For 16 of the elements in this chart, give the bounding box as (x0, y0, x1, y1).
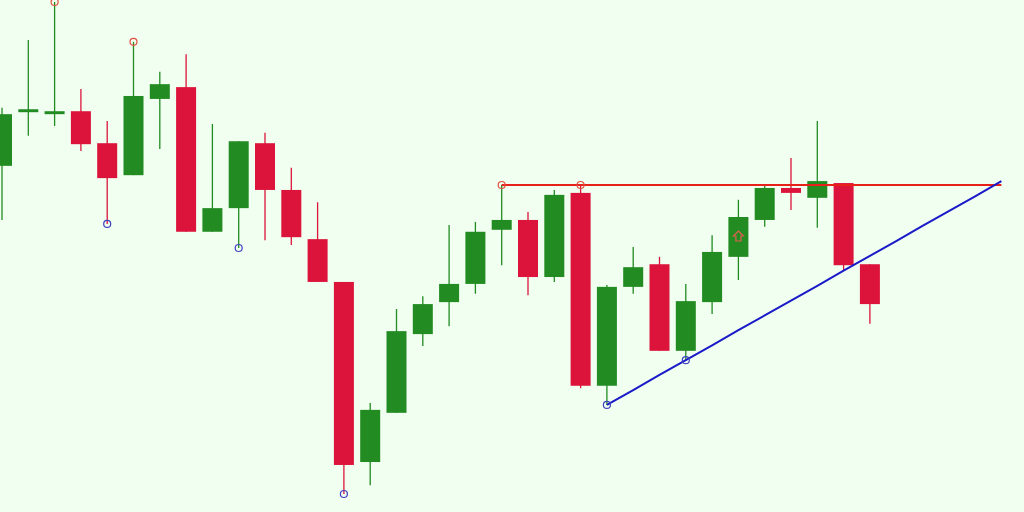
candlestick (439, 224, 460, 327)
point (602, 400, 611, 410)
candlestick (18, 39, 39, 137)
candlestick (202, 123, 223, 233)
point (129, 37, 138, 46)
point (50, 0, 59, 7)
point (576, 180, 585, 190)
candlestick (781, 157, 801, 211)
point (234, 243, 243, 253)
candlestick (623, 246, 644, 295)
point (339, 489, 348, 499)
candlestick (807, 120, 828, 229)
point (103, 219, 112, 228)
point (681, 356, 690, 365)
candlestick (149, 71, 170, 150)
point (497, 180, 506, 190)
